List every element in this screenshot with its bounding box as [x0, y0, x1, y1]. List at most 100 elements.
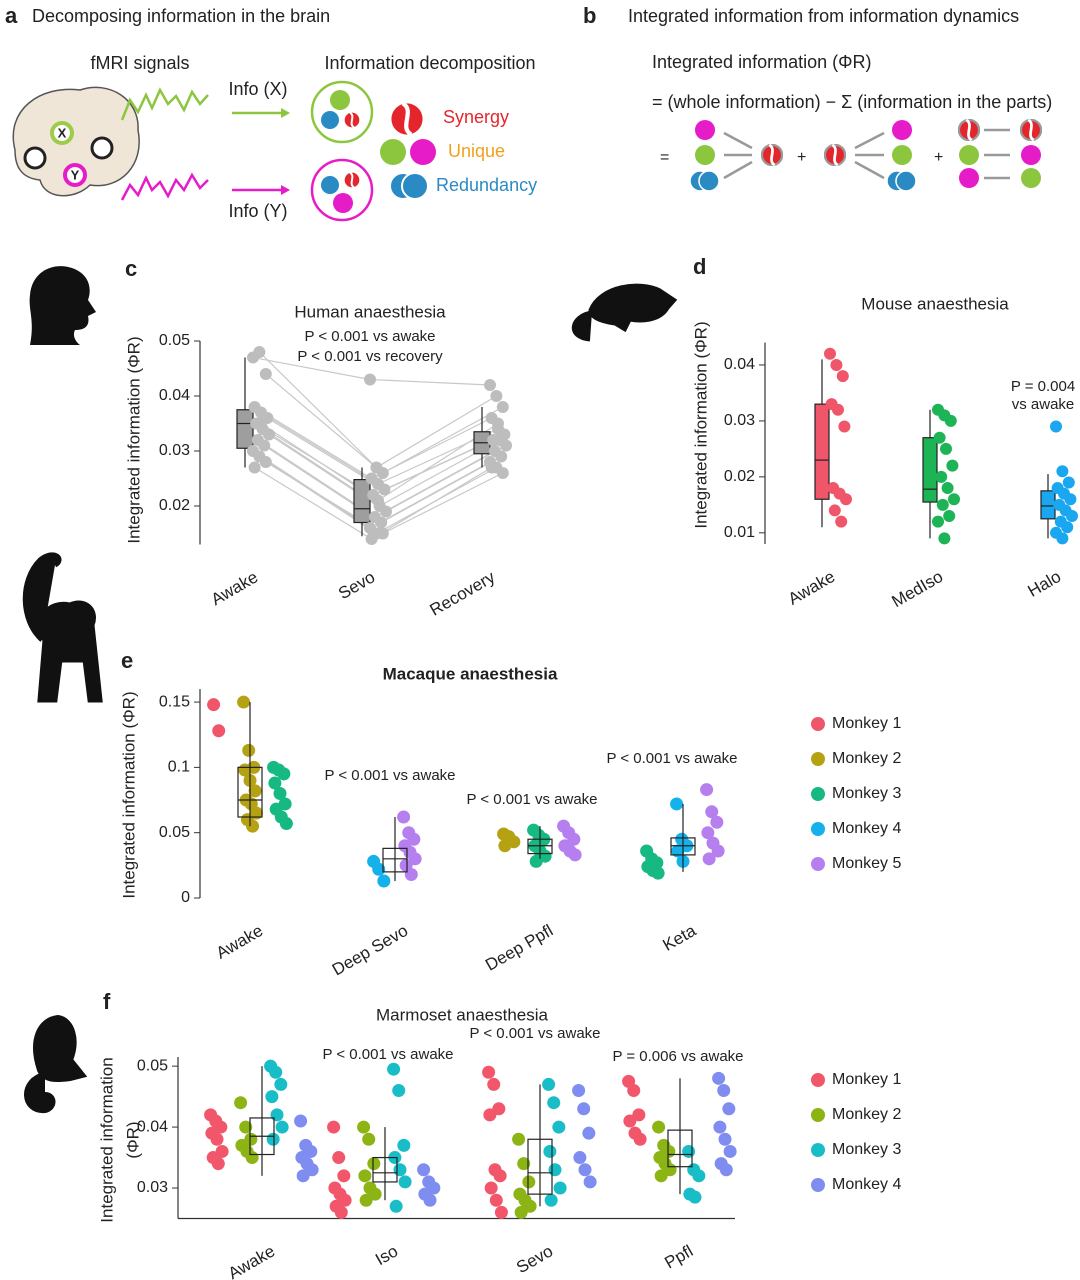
panel-title: Integrated information from information … [628, 6, 1019, 26]
point [367, 1157, 381, 1171]
point [392, 1084, 406, 1098]
point [567, 832, 581, 846]
point [239, 1120, 253, 1134]
point [688, 1190, 702, 1204]
point [542, 1077, 556, 1091]
point [377, 874, 391, 888]
annotation: P < 0.001 vs awake [304, 328, 435, 345]
point [713, 1120, 727, 1134]
y-tick-label: 0.03 [159, 442, 190, 459]
legend-marker [811, 1178, 825, 1192]
point [1062, 476, 1075, 489]
point [482, 1065, 496, 1079]
y-tick-label: 0.1 [168, 759, 190, 776]
point [943, 510, 956, 523]
signal [120, 172, 209, 201]
point [393, 1163, 407, 1177]
point [496, 467, 509, 479]
annotation: vs awake [1012, 396, 1075, 413]
point [933, 431, 946, 444]
panel-label: b [583, 3, 596, 28]
legend-label: Monkey 3 [832, 1141, 901, 1158]
point [838, 420, 851, 433]
point [938, 532, 951, 545]
point [712, 1071, 726, 1085]
box [382, 847, 408, 873]
point [362, 1132, 376, 1146]
y-tick-label: 0.05 [159, 824, 190, 841]
point [210, 1132, 224, 1146]
point [266, 1132, 280, 1146]
box [922, 437, 938, 503]
legend-marker [811, 1143, 825, 1157]
point [376, 467, 389, 479]
point [940, 442, 952, 455]
legend-label: Monkey 2 [832, 1106, 901, 1123]
point [234, 1096, 248, 1110]
legend-label: Monkey 2 [832, 750, 901, 767]
annotation: P = 0.004 [1011, 378, 1075, 395]
point [702, 852, 716, 866]
point [944, 414, 957, 427]
legend-label: Monkey 1 [832, 1071, 901, 1088]
point [242, 743, 256, 757]
point [357, 1120, 371, 1134]
y-tick-label: 0 [181, 889, 190, 906]
point [710, 815, 724, 829]
point [547, 1096, 561, 1110]
point [514, 1205, 528, 1219]
chart: e Macaque anaesthesia P < 0.001 vs awake P … [119, 648, 901, 980]
operator: = [660, 149, 669, 166]
point [485, 461, 498, 474]
point [246, 819, 260, 833]
point [387, 1062, 401, 1076]
operator: + [934, 149, 943, 166]
chart: c Human anaesthesia P < 0.001 vs awake P < … [124, 256, 512, 620]
point [498, 839, 512, 853]
panel-label: e [121, 648, 133, 673]
point [835, 515, 848, 528]
x-tick-label: Awake [208, 567, 261, 609]
point [578, 1163, 592, 1177]
point [836, 370, 849, 383]
point [258, 439, 271, 452]
x-tick-label: Recovery [427, 567, 499, 620]
y-tick-label: 0.05 [159, 332, 190, 349]
box [236, 409, 254, 449]
point [238, 763, 252, 777]
box [237, 766, 263, 818]
point [263, 428, 275, 441]
panel-label: d [693, 254, 706, 279]
point [332, 1151, 346, 1165]
dynamics-icons [689, 119, 1042, 192]
y-axis-label: Integrated information [97, 1057, 116, 1222]
point [1066, 510, 1078, 523]
point [723, 1144, 737, 1158]
point [380, 505, 392, 518]
point [718, 1132, 732, 1146]
decomposition-icons [310, 80, 436, 222]
point [487, 1077, 501, 1091]
x-tick-label: Awake [785, 567, 838, 609]
point [334, 1205, 348, 1219]
point [494, 1205, 508, 1219]
point [1050, 420, 1062, 433]
point [652, 1120, 666, 1134]
point [828, 504, 841, 517]
region-label: X [58, 125, 67, 140]
point [378, 483, 391, 496]
point [568, 848, 582, 862]
annotation: P < 0.001 vs recovery [297, 348, 443, 365]
panel-title: Decomposing information in the brain [32, 6, 330, 26]
legend-label: Unique [448, 141, 505, 161]
point [337, 1169, 351, 1183]
point [273, 787, 287, 800]
point [268, 776, 282, 790]
point [705, 805, 719, 819]
y-tick-label: 0.04 [137, 1118, 168, 1135]
point [270, 1108, 284, 1122]
point [700, 783, 714, 797]
